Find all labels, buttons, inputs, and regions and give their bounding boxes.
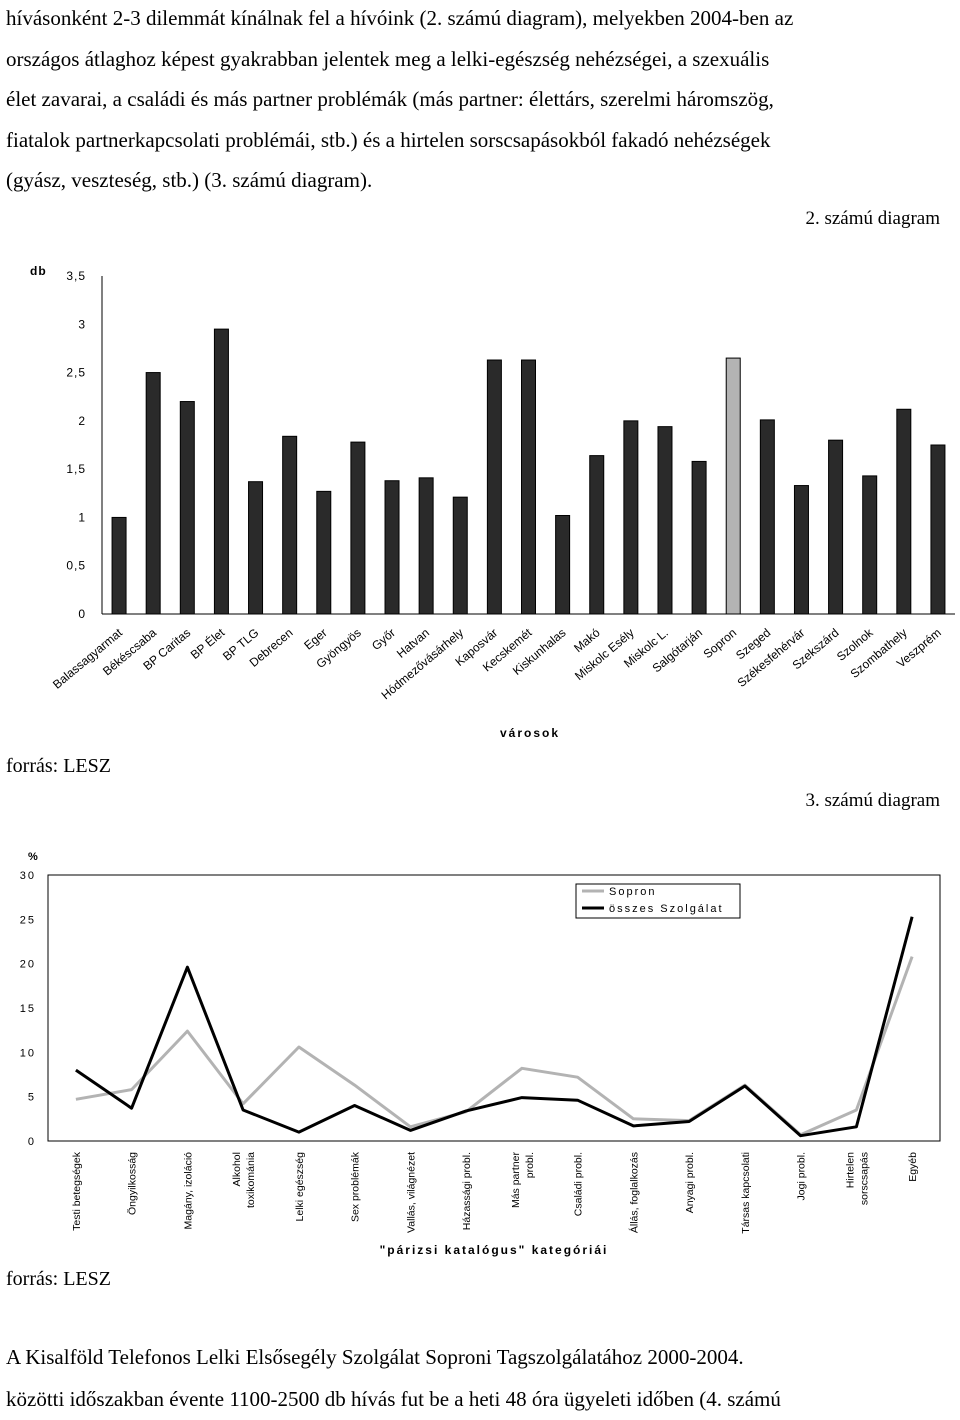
x-tick-label: Állás, foglalkozás xyxy=(627,1152,640,1233)
intro-paragraph: hívásonként 2-3 dilemmát kínálnak fel a … xyxy=(6,0,954,201)
bar xyxy=(418,477,434,615)
x-tick-label: Eger xyxy=(301,626,329,653)
bar xyxy=(179,401,195,615)
y-tick-label: 25 xyxy=(20,914,36,926)
plot-frame xyxy=(47,874,941,1142)
bar-chart: 00,511,522,533,5 BalassagyarmatBékéscsab… xyxy=(30,264,955,740)
y-tick-label: 5 xyxy=(28,1092,36,1104)
text-line: élet zavarai, a családi és más partner p… xyxy=(6,87,774,112)
x-tick-label: Más partner xyxy=(510,1152,522,1209)
y-tick-label: 1 xyxy=(78,510,86,524)
text-line: (gyász, veszteség, stb.) (3. számú diagr… xyxy=(6,168,373,193)
x-axis-label: "párizsi katalógus" kategóriái xyxy=(380,1243,609,1257)
x-tick-label: Hirtelen xyxy=(844,1152,856,1188)
y-tick-label: 2,5 xyxy=(66,366,86,380)
legend-label: összes Szolgálat xyxy=(609,903,724,915)
y-tick-label: 0 xyxy=(78,607,86,621)
legend: Sopron összes Szolgálat xyxy=(575,883,741,919)
x-tick-label: Családi probl. xyxy=(573,1152,585,1216)
text-line: A Kisalföld Telefonos Lelki Elsősegély S… xyxy=(6,1345,744,1369)
line-chart: 0 5 10 15 20 25 30 Testi betegségek Öngyilkossá… xyxy=(20,851,941,1257)
x-axis-label: városok xyxy=(500,726,560,740)
x-tick-label: Öngyilkosság xyxy=(127,1152,139,1215)
y-tick-label: 3 xyxy=(78,317,86,331)
bar xyxy=(111,516,127,615)
bar xyxy=(145,372,161,615)
series-line xyxy=(75,956,914,1137)
x-tick-label: Anyagi probl. xyxy=(684,1152,696,1213)
bar xyxy=(828,439,844,615)
x-tick-label: Sopron xyxy=(701,626,740,662)
bar xyxy=(862,475,878,615)
x-tick-label: Alkohol xyxy=(231,1152,243,1186)
y-tick-label: 30 xyxy=(20,870,36,882)
x-tick-label: probl. xyxy=(524,1152,536,1178)
x-tick-label: Sex problémák xyxy=(350,1151,362,1222)
bar xyxy=(316,490,332,615)
y-tick-label: 3,5 xyxy=(66,269,86,283)
bar xyxy=(384,480,400,615)
bar xyxy=(725,357,741,615)
y-tick-label: 1,5 xyxy=(66,462,86,476)
bar xyxy=(589,455,605,615)
bar xyxy=(213,328,229,615)
text-line: közötti időszakban évente 1100-2500 db h… xyxy=(6,1387,781,1411)
bar xyxy=(930,444,946,615)
bar xyxy=(759,419,775,615)
chart1-caption: 2. számú diagram xyxy=(805,208,940,229)
y-tick-label: 2 xyxy=(78,414,86,428)
x-tick-label: Testi betegségek xyxy=(71,1151,83,1231)
x-tick-label: toxikománia xyxy=(245,1152,257,1208)
bar xyxy=(793,485,809,615)
chart1-source: forrás: LESZ xyxy=(6,755,111,777)
text-line: fiatalok partnerkapcsolati problémái, st… xyxy=(6,127,771,152)
bar xyxy=(486,359,502,615)
chart2-caption: 3. számú diagram xyxy=(805,790,940,811)
x-tick-label: BP Élet xyxy=(187,624,228,662)
x-tick-label: Jogi probl. xyxy=(796,1152,808,1200)
x-tick-label: sorscsapás xyxy=(858,1152,870,1205)
bar xyxy=(452,496,468,615)
bar xyxy=(691,460,707,615)
bar xyxy=(521,359,536,615)
text-line: hívásonként 2-3 dilemmát kínálnak fel a … xyxy=(6,6,794,30)
legend-label: Sopron xyxy=(609,886,656,898)
bar xyxy=(248,481,264,615)
x-tick-label: Lelki egészség xyxy=(294,1152,306,1222)
y-axis-label: % xyxy=(28,851,38,863)
x-tick-label: Győr xyxy=(369,626,398,653)
x-tick-label: Vallás, világnézet xyxy=(405,1152,417,1233)
x-tick-label: Magány, izoláció xyxy=(182,1152,194,1230)
x-tick-label: Egyéb xyxy=(907,1152,919,1182)
x-tick-label: Házassági probl. xyxy=(461,1152,473,1230)
y-tick-label: 15 xyxy=(20,1003,36,1015)
bar xyxy=(657,426,673,615)
text-line: országos átlaghoz képest gyakrabban jele… xyxy=(6,46,770,71)
x-tick-label: Társas kapcsolati xyxy=(740,1152,752,1234)
chart2-source: forrás: LESZ xyxy=(6,1268,111,1290)
y-tick-label: 0 xyxy=(28,1136,36,1148)
y-tick-label: 0,5 xyxy=(66,559,86,573)
footer-paragraph: A Kisalföld Telefonos Lelki Elsősegély S… xyxy=(6,1336,781,1420)
bar xyxy=(623,420,639,615)
bar xyxy=(896,408,912,615)
bar xyxy=(350,441,366,615)
bar xyxy=(555,514,571,615)
y-axis-label: db xyxy=(30,264,47,278)
y-tick-label: 10 xyxy=(20,1047,36,1059)
y-tick-label: 20 xyxy=(20,959,36,971)
series-line xyxy=(75,916,914,1138)
bar xyxy=(282,435,298,615)
